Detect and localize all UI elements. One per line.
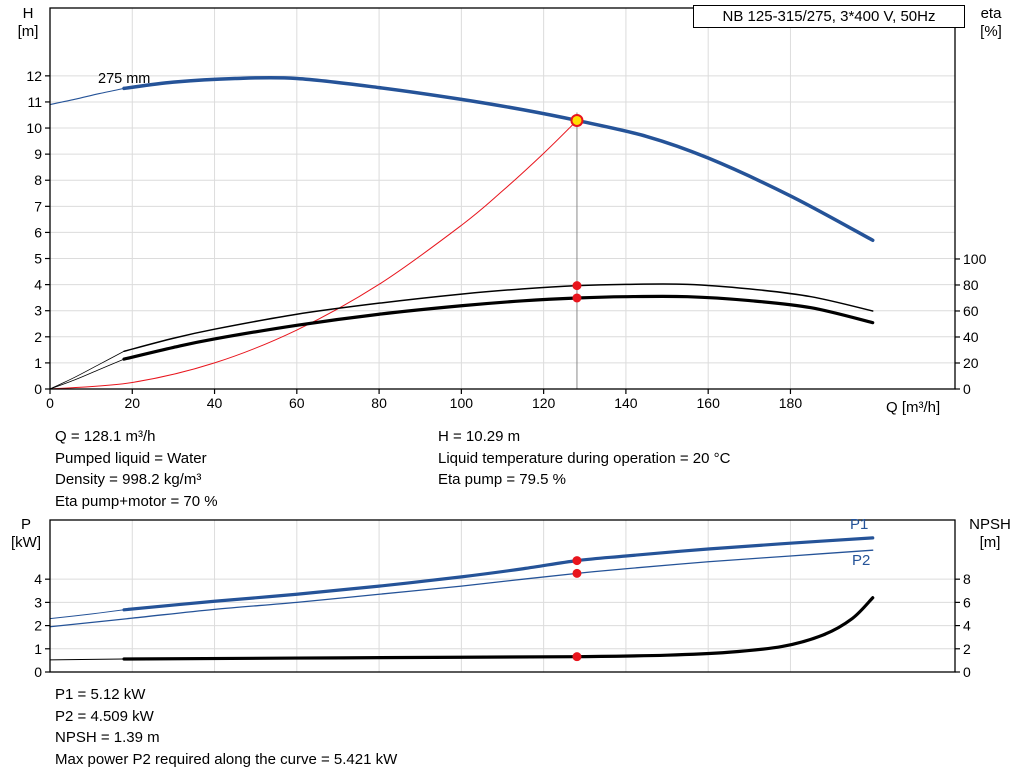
value-dot-marker [572,652,582,662]
tick-label: 20 [963,355,979,371]
eta-axis-label-symbol: eta [980,5,1002,22]
tick-label: 0 [963,381,971,397]
npsh-axis-label-unit: [m] [979,534,1001,551]
p1-extension [49,609,125,620]
tick-label: 3 [34,303,42,319]
h-axis-label: H [m] [6,5,50,41]
annotation-density: Density = 998.2 kg/m³ [55,471,202,489]
tick-label: 140 [614,395,638,411]
npsh-curve [122,596,875,661]
eta-axis-label: eta [%] [963,5,1019,41]
annotation-flow: Q = 128.1 m³/h [55,428,156,445]
q-axis-label: Q [m³/h] [886,399,941,416]
p-axis-label-unit: [kW] [11,534,41,551]
p2-curve-label: P2 [852,552,871,569]
tick-label: 0 [963,664,971,680]
p1-curve-label: P1 [850,516,869,533]
power-npsh-chart: 0 1 2 3 4 0 2 4 6 8 [34,519,971,680]
npsh-extension [49,658,125,661]
tick-label: 0 [34,381,42,397]
annotation-eta-pump-motor: Eta pump+motor = 70 % [55,493,218,511]
tick-label: 10 [26,120,42,136]
pump-curve-275mm [122,75,875,243]
tick-label: 12 [26,68,42,84]
tick-label: 4 [963,618,971,634]
value-dot-marker [572,293,582,303]
value-dot-marker [572,556,582,566]
tick-label: 20 [124,395,140,411]
tick-label: 0 [46,395,54,411]
p-axis-label: P [kW] [2,516,50,552]
tick-label: 9 [34,146,42,162]
annotation-p2: P2 = 4.509 kW [55,707,154,725]
p1-curve [122,536,875,612]
annotation-temperature: Liquid temperature during operation = 20… [438,449,731,467]
tick-label: 6 [963,594,971,610]
tick-label: 160 [697,395,721,411]
impeller-diameter-label: 275 mm [98,71,151,87]
tick-label: 4 [34,571,42,587]
value-dot-marker [572,281,582,291]
eta-pump-motor-curve [122,294,875,361]
tick-label: 120 [532,395,556,411]
tick-label: 40 [207,395,223,411]
tick-label: 180 [779,395,803,411]
annotation-eta-pump: Eta pump = 79.5 % [438,471,566,489]
tick-label: 3 [34,594,42,610]
eta-axis-label-unit: [%] [980,23,1002,40]
npsh-axis-label-symbol: NPSH [969,516,1011,533]
annotation-npsh: NPSH = 1.39 m [55,729,160,747]
system-resistance-curve [49,119,578,390]
tick-label: 6 [34,224,42,240]
tick-label: 7 [34,198,42,214]
annotation-p1: P1 = 5.12 kW [55,686,146,703]
annotation-max-p2: Max power P2 required along the curve = … [55,751,398,769]
tick-label: 4 [34,277,42,293]
npsh-axis-label: NPSH [m] [960,516,1020,552]
p-axis-label-symbol: P [20,516,31,533]
tick-label: 60 [289,395,305,411]
tick-label: 0 [34,664,42,680]
tick-label: 2 [34,329,42,345]
tick-label: 40 [963,329,979,345]
tick-label: 60 [963,303,979,319]
tick-label: 8 [34,172,42,188]
tick-label: 100 [450,395,474,411]
annotation-liquid: Pumped liquid = Water [55,449,207,467]
eta-pump-motor-extension [49,358,125,390]
chart-frame [49,7,956,390]
eta-pump-extension [49,350,125,390]
value-dot-marker [572,568,582,578]
tick-label: 1 [34,355,42,371]
tick-label: 1 [34,641,42,657]
tick-label: 2 [34,618,42,634]
eta-pump-curve [123,283,874,353]
tick-label: 100 [963,251,987,267]
duty-point-marker [570,113,584,127]
pump-model-title: NB 125-315/275, 3*400 V, 50Hz [693,5,965,28]
duty-annotations-col1: Q = 128.1 m³/h Pumped liquid = Water Den… [55,426,218,513]
tick-label: 2 [963,641,971,657]
tick-label: 5 [34,251,42,267]
p2-curve [49,549,874,628]
chart-frame [49,519,956,673]
tick-label: 80 [371,395,387,411]
annotation-head: H = 10.29 m [438,428,521,445]
h-axis-label-unit: [m] [17,23,39,40]
h-axis-label-symbol: H [22,5,34,22]
power-annotations: P1 = 5.12 kW P2 = 4.509 kW NPSH = 1.39 m… [55,684,397,771]
tick-label: 8 [963,571,971,587]
tick-label: 11 [27,94,42,110]
pump-curve-extension [49,87,125,106]
tick-label: 80 [963,277,979,293]
duty-annotations-col2: H = 10.29 m Liquid temperature during op… [438,426,730,491]
